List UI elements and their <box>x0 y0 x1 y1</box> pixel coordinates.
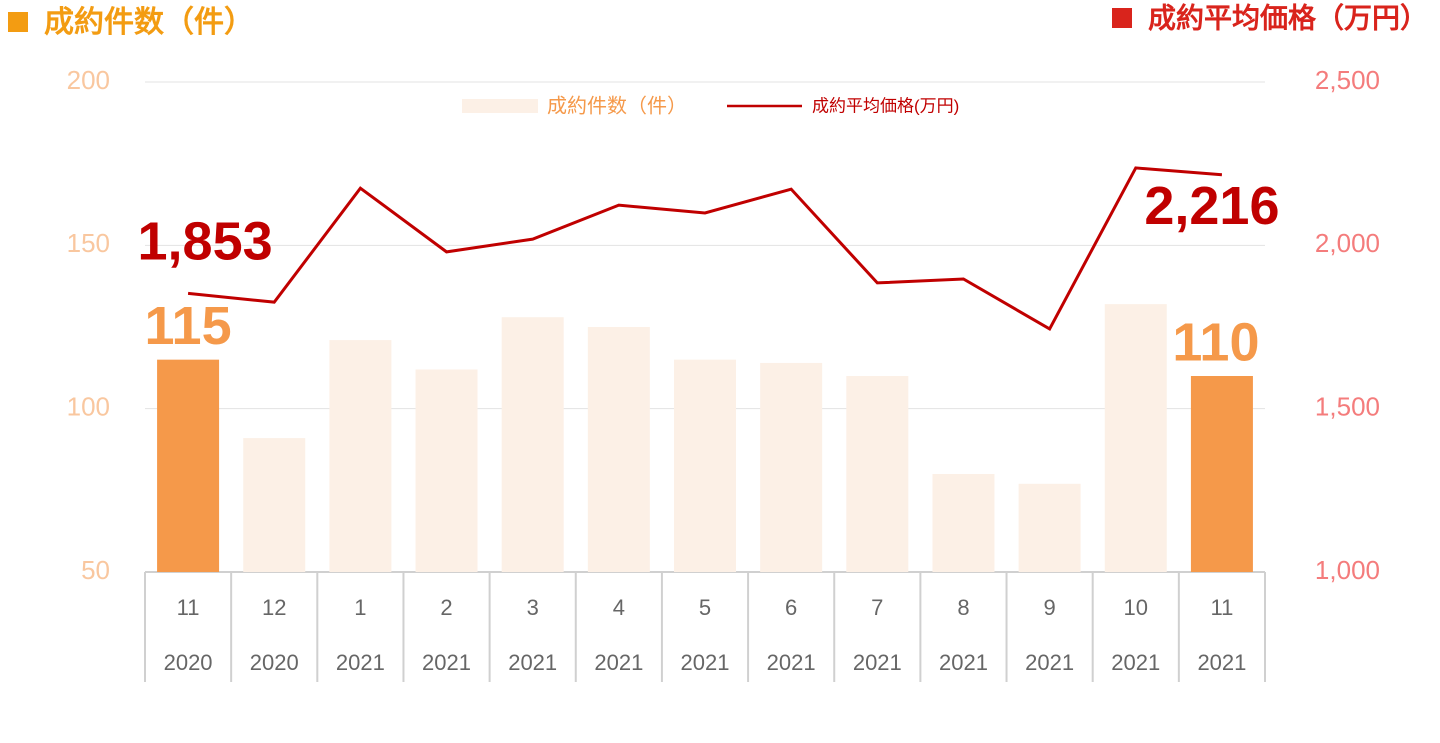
bar-value-label: 115 <box>145 296 232 356</box>
x-tick-sublabel: 2021 <box>853 650 902 675</box>
x-tick-label: 3 <box>527 595 539 620</box>
y2-axis-title: 成約平均価格（万円） <box>1148 1 1428 33</box>
line <box>187 166 1223 332</box>
bar <box>760 362 823 572</box>
y-tick-label: 100 <box>67 392 110 422</box>
bar <box>157 359 220 572</box>
x-tick-label: 5 <box>699 595 711 620</box>
x-tick-label: 12 <box>262 595 286 620</box>
line-value-label: 1,853 <box>138 212 273 272</box>
x-tick-sublabel: 2021 <box>422 650 471 675</box>
bar <box>674 359 736 572</box>
bar <box>587 327 650 572</box>
x-tick-sublabel: 2021 <box>1111 650 1160 675</box>
bar <box>329 340 392 572</box>
y2-tick-label: 1,000 <box>1315 555 1380 585</box>
legend-label: 成約平均価格(万円) <box>812 96 959 115</box>
header-square <box>8 12 28 32</box>
x-tick-sublabel: 2021 <box>939 650 988 675</box>
bar-value-label: 110 <box>1172 312 1259 372</box>
x-tick-sublabel: 2021 <box>767 650 816 675</box>
y2-tick-label: 2,500 <box>1315 65 1380 95</box>
x-tick-label: 6 <box>785 595 797 620</box>
x-tick-label: 9 <box>1043 595 1055 620</box>
bar <box>243 438 306 572</box>
y-tick-label: 200 <box>67 65 110 95</box>
bar <box>501 317 564 572</box>
bar <box>932 474 995 572</box>
x-tick-sublabel: 2021 <box>1197 650 1246 675</box>
x-tick-label: 2 <box>440 595 452 620</box>
x-tick-label: 11 <box>1211 595 1234 620</box>
x-tick-sublabel: 2021 <box>594 650 643 675</box>
x-tick-sublabel: 2021 <box>336 650 385 675</box>
bar <box>1018 483 1081 572</box>
x-tick-label: 10 <box>1124 595 1148 620</box>
x-tick-label: 4 <box>613 595 625 620</box>
y2-tick-label: 2,000 <box>1315 228 1380 258</box>
y2-tick-label: 1,500 <box>1315 392 1380 422</box>
y-axis-title: 成約件数（件） <box>44 5 254 39</box>
x-tick-sublabel: 2020 <box>250 650 299 675</box>
legend-label: 成約件数（件） <box>547 94 687 117</box>
bar <box>1190 376 1253 572</box>
bar <box>415 369 478 572</box>
header-square <box>1112 8 1132 28</box>
bar <box>1104 304 1167 572</box>
x-tick-label: 8 <box>957 595 969 620</box>
y-tick-label: 50 <box>81 555 110 585</box>
x-tick-sublabel: 2020 <box>164 650 213 675</box>
x-tick-sublabel: 2021 <box>1025 650 1074 675</box>
x-tick-label: 7 <box>871 595 883 620</box>
legend-swatch <box>462 99 538 113</box>
x-tick-sublabel: 2021 <box>508 650 557 675</box>
bar <box>846 376 909 572</box>
x-tick-label: 11 <box>177 595 200 620</box>
x-tick-sublabel: 2021 <box>681 650 730 675</box>
y-tick-label: 150 <box>67 228 110 258</box>
x-tick-label: 1 <box>354 595 366 620</box>
line-value-label: 2,216 <box>1144 176 1279 236</box>
